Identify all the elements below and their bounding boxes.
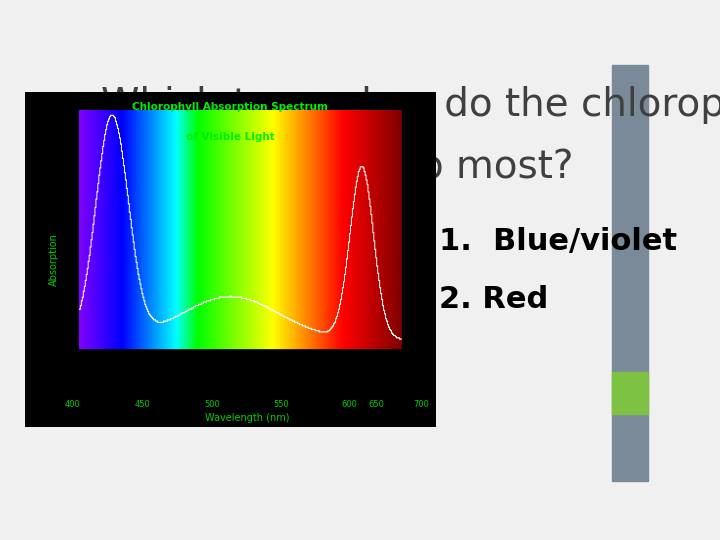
Text: 400: 400 [65,400,80,409]
Text: Wavelength (nm): Wavelength (nm) [204,413,289,423]
Text: of Visible Light: of Visible Light [186,132,275,142]
Text: 450: 450 [135,400,150,409]
Text: 700: 700 [413,400,429,409]
Bar [612,373,648,414]
Text: 600: 600 [341,400,357,409]
Text: Chlorophyll Absorption Spectrum: Chlorophyll Absorption Spectrum [132,102,328,112]
Text: 650: 650 [368,400,384,409]
Text: 550: 550 [274,400,289,409]
Text: 500: 500 [204,400,220,409]
Text: molecules absorb most?: molecules absorb most? [101,148,574,186]
Text: Which two colors do the chlorophyll: Which two colors do the chlorophyll [101,85,720,124]
Bar [612,65,648,481]
Text: Absorption: Absorption [49,233,59,286]
Text: 2. Red: 2. Red [438,285,548,314]
Text: 1.  Blue/violet: 1. Blue/violet [438,227,677,256]
